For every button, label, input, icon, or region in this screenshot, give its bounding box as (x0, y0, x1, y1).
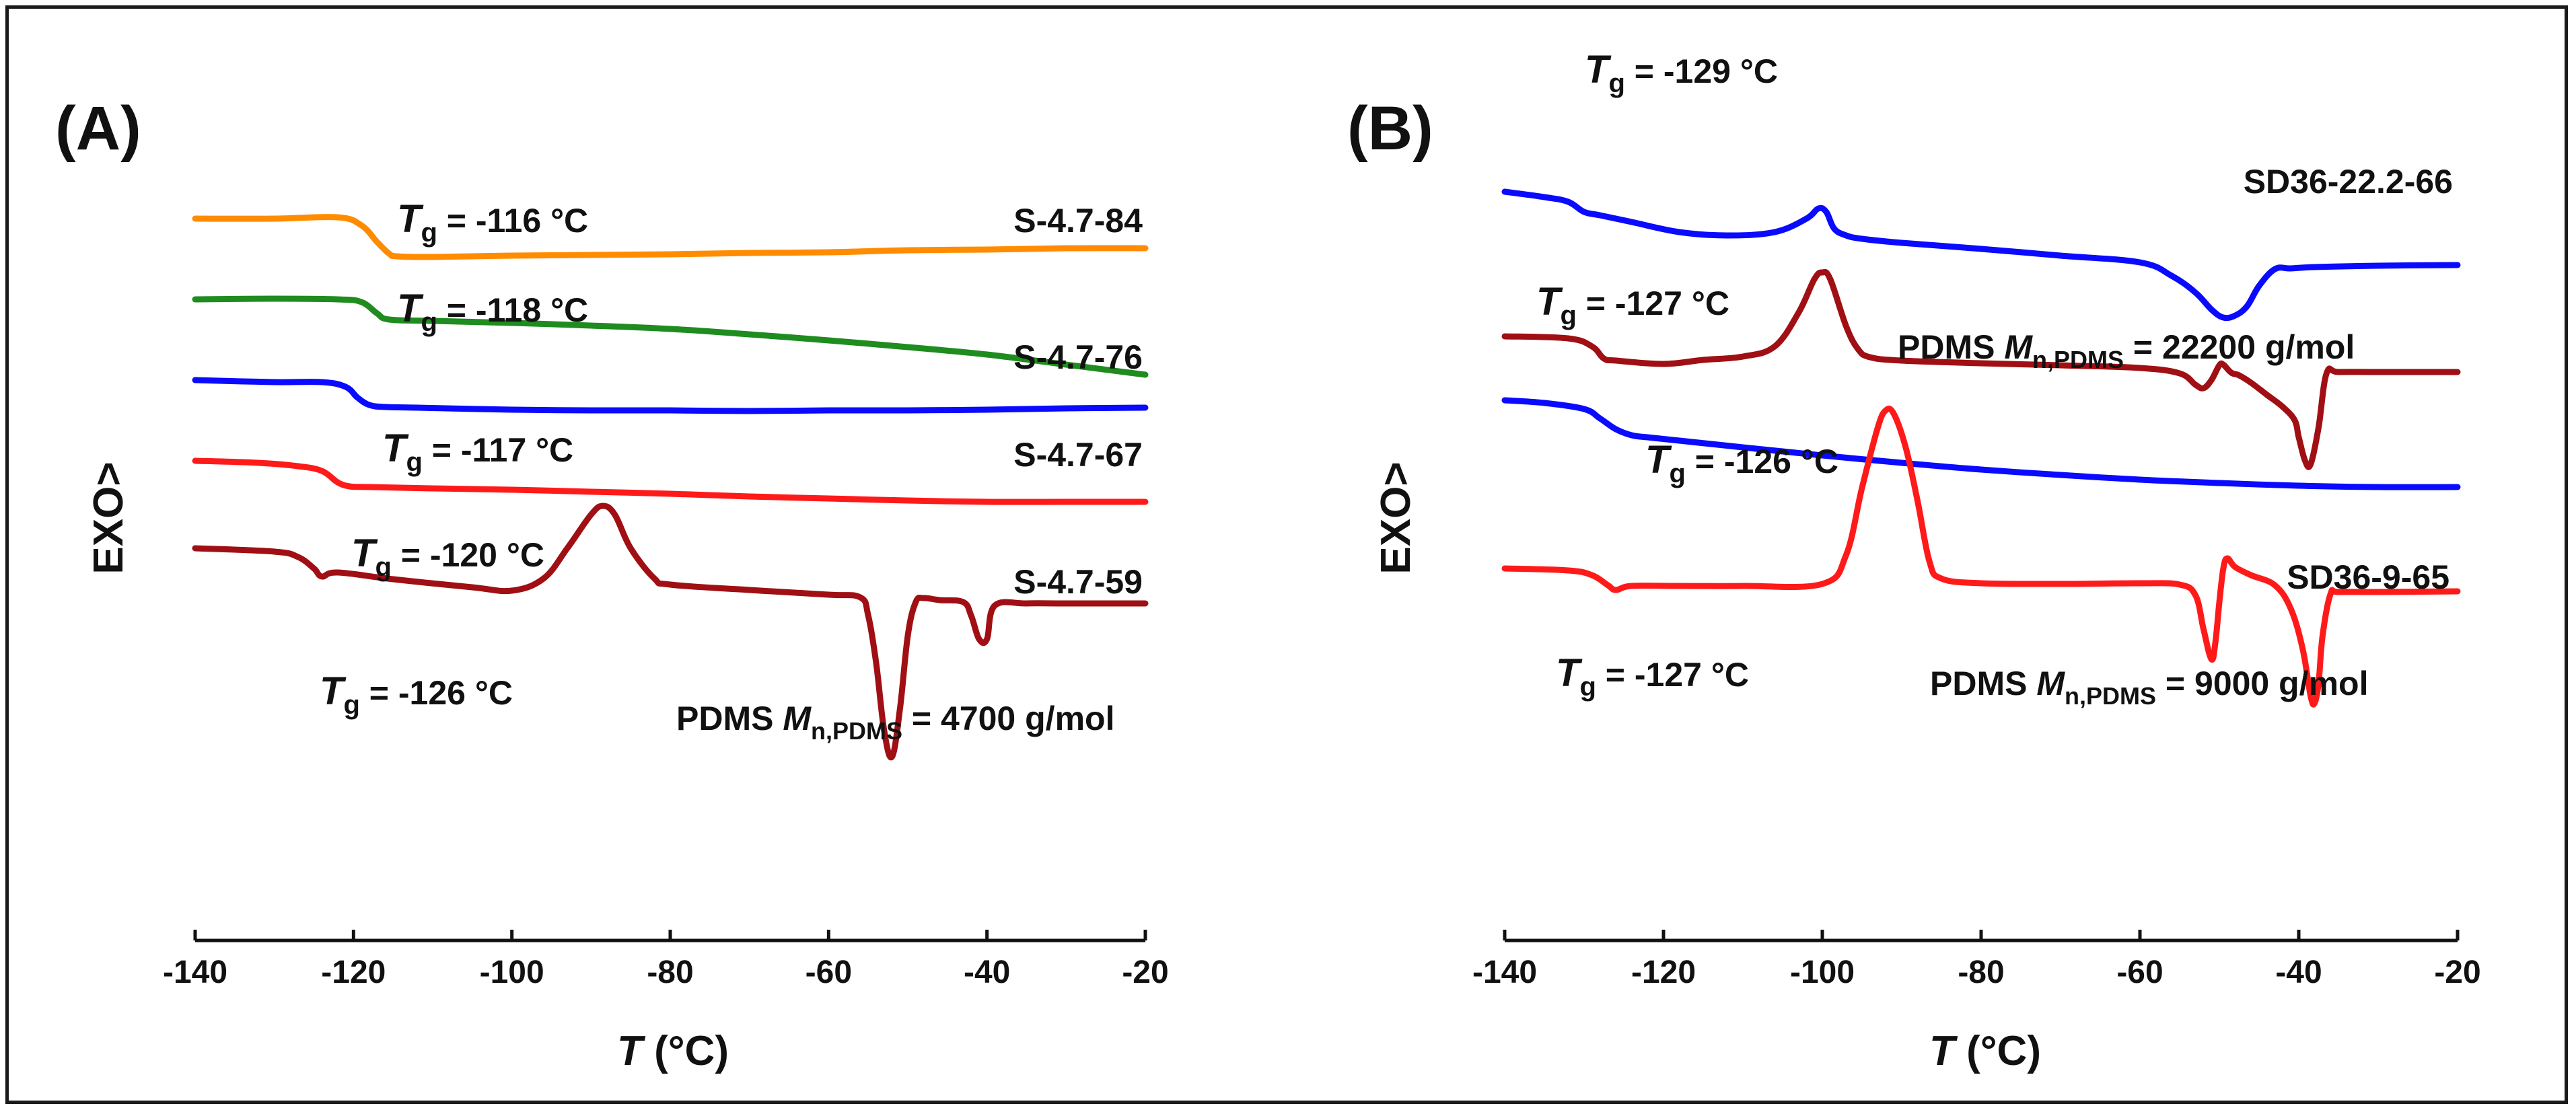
panel-b-annotations: Tg = -129 °C SD36-22.2-66 Tg = -127 °C PDMS… (1536, 48, 2453, 710)
series-label-1: S-4.7-84 (1013, 202, 1143, 239)
panel-b-curves (1501, 188, 2461, 708)
dsc-curve-5 (192, 503, 1149, 761)
panel-b-x-axis-title: T (°C) (1929, 1028, 2041, 1074)
x-tick-label: -20 (2434, 955, 2480, 990)
series-label-1: SD36-22.2-66 (2244, 163, 2453, 200)
series-label-3: SD36-9-65 (2287, 558, 2449, 596)
panel-b: (B) EXO> -140 -120 -100 -80 -60 -40 -20 T (°C)… (1347, 48, 2481, 1074)
series-label-4: S-4.7-59 (1013, 563, 1143, 601)
dsc-curve-1 (192, 213, 1149, 260)
x-tick-label: -100 (480, 955, 544, 990)
x-tick-label: -40 (2275, 955, 2322, 990)
dsc-curve-3 (1501, 397, 2461, 490)
x-tick-label: -20 (1122, 955, 1168, 990)
panel-b-letter: (B) (1347, 94, 1433, 163)
panel-a-letter: (A) (55, 94, 141, 163)
tg-annotation-3: Tg = -117 °C (382, 427, 573, 477)
dsc-curve-4 (192, 457, 1149, 505)
dsc-curve-4 (1501, 405, 2461, 708)
panel-a-annotations: Tg = -116 °C S-4.7-84 Tg = -118 °C S-4.7-76… (320, 197, 1143, 745)
dsc-curve-2 (1501, 268, 2461, 470)
tg-annotation-2: Tg = -127 °C (1536, 280, 1729, 330)
panel-a-x-axis: -140 -120 -100 -80 -60 -40 -20 (163, 930, 1169, 990)
x-tick-label: -120 (321, 955, 386, 990)
series-label-5: PDMS Mn,PDMS = 4700 g/mol (676, 700, 1114, 745)
panel-a-x-axis-title: T (°C) (617, 1028, 729, 1074)
panel-a-y-axis-label: EXO> (85, 461, 132, 574)
tg-annotation-3: Tg = -126 °C (1645, 438, 1838, 488)
series-label-2: S-4.7-76 (1013, 338, 1143, 376)
x-tick-label: -80 (647, 955, 693, 990)
x-tick-label: -140 (1472, 955, 1537, 990)
x-tick-label: -100 (1790, 955, 1855, 990)
tg-annotation-2: Tg = -118 °C (397, 287, 588, 337)
tg-annotation-1: Tg = -129 °C (1585, 48, 1778, 98)
panel-a-curves (192, 213, 1149, 761)
x-tick-label: -140 (163, 955, 227, 990)
figure-frame (5, 5, 2568, 1104)
panel-b-y-axis-label: EXO> (1373, 461, 1419, 574)
series-label-4: PDMS Mn,PDMS = 9000 g/mol (1930, 665, 2368, 710)
x-tick-label: -60 (2116, 955, 2163, 990)
tg-annotation-4: Tg = -127 °C (1556, 651, 1749, 702)
dsc-curve-2 (192, 295, 1149, 378)
dsc-curve-1 (1501, 188, 2461, 322)
x-tick-label: -60 (806, 955, 852, 990)
tg-annotation-4: Tg = -120 °C (351, 531, 544, 582)
x-tick-label: -40 (964, 955, 1010, 990)
x-tick-label: -120 (1631, 955, 1696, 990)
series-label-2: PDMS Mn,PDMS = 22200 g/mol (1898, 328, 2355, 373)
x-tick-label: -80 (1958, 955, 2004, 990)
panel-a: (A) EXO> -140 -120 -100 -80 -60 -40 -20 T (°C)… (55, 94, 1169, 1074)
tg-annotation-5: Tg = -126 °C (320, 669, 513, 720)
tg-annotation-1: Tg = -116 °C (397, 197, 588, 248)
series-label-3: S-4.7-67 (1013, 436, 1143, 474)
dsc-curve-3 (192, 377, 1149, 414)
panel-b-x-axis: -140 -120 -100 -80 -60 -40 -20 (1472, 930, 2481, 990)
